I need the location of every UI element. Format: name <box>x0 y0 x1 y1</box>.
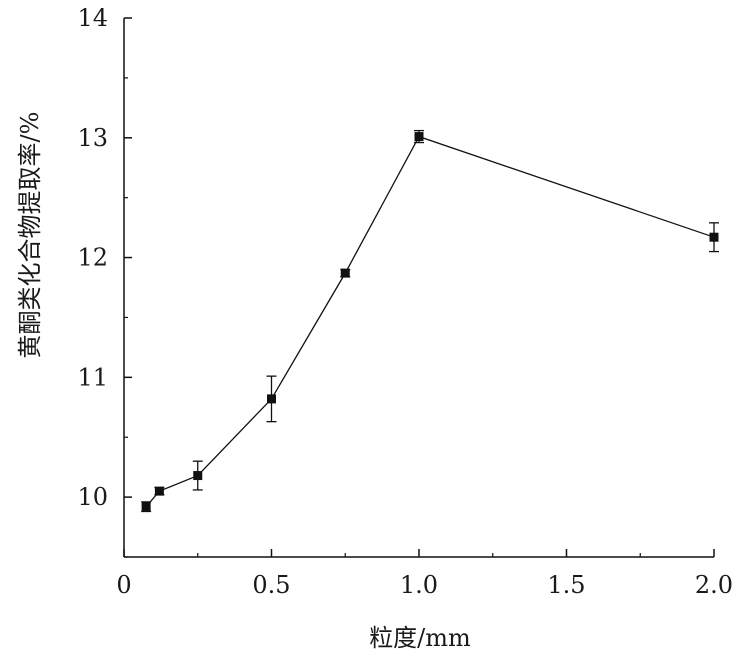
x-tick-label: 2.0 <box>695 571 733 599</box>
data-point <box>193 471 203 481</box>
x-tick-label: 0 <box>116 571 131 599</box>
series-line <box>145 135 715 508</box>
x-tick-label: 1.0 <box>400 571 438 599</box>
data-point <box>267 394 276 404</box>
x-tick-label: 0.5 <box>252 571 290 599</box>
data-point <box>709 232 719 242</box>
x-ticks: 0 0.5 1.0 1.5 2.0 <box>116 549 733 599</box>
plot-area <box>141 129 719 513</box>
y-tick-label: 11 <box>77 363 108 391</box>
y-ticks: 10 11 12 13 14 <box>77 4 132 558</box>
data-point <box>414 132 424 142</box>
data-point <box>340 268 350 278</box>
x-tick-label: 1.5 <box>547 571 585 599</box>
data-point <box>141 502 151 512</box>
x-axis-title: 粒度/mm <box>369 624 471 652</box>
data-point <box>154 486 164 496</box>
y-tick-label: 14 <box>77 4 108 32</box>
y-tick-label: 10 <box>77 483 108 511</box>
y-tick-label: 12 <box>77 244 108 272</box>
y-tick-label: 13 <box>77 124 108 152</box>
axes <box>123 18 714 558</box>
y-axis-title: 黄酮类化合物提取率/% <box>16 112 44 359</box>
